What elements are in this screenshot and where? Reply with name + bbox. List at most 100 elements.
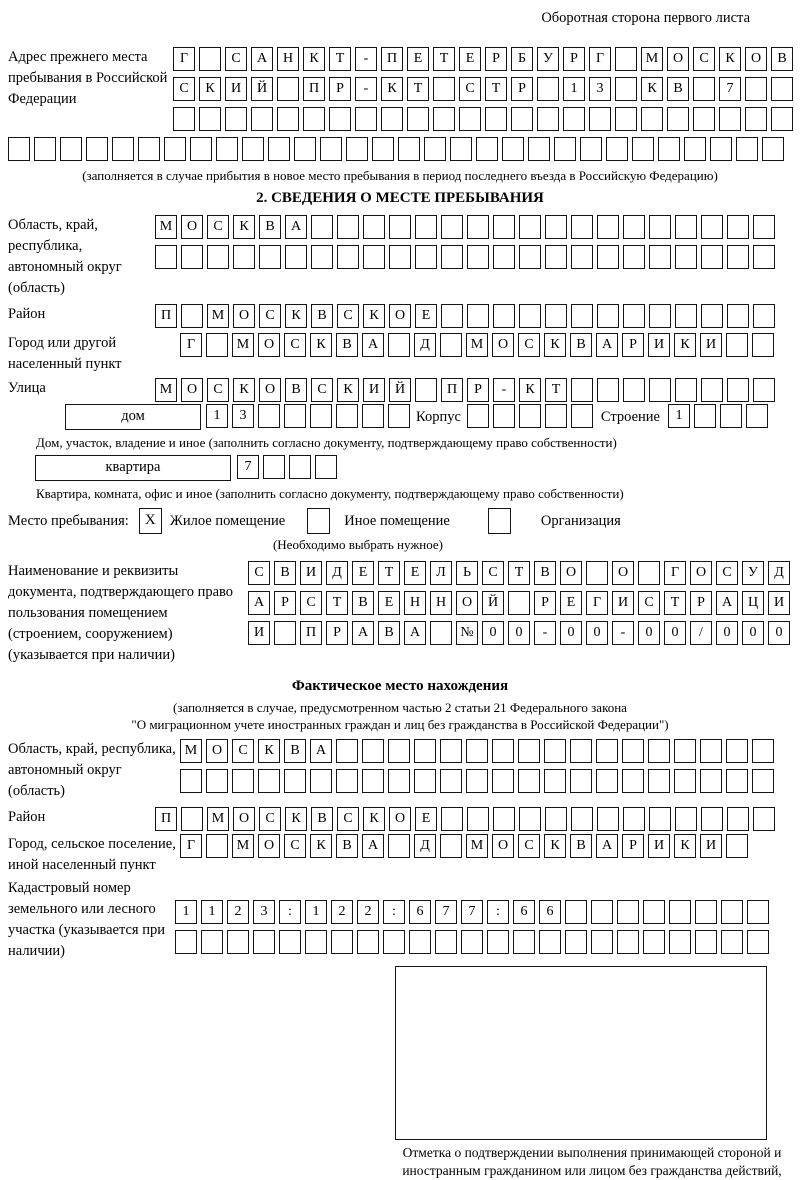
char-cell[interactable] — [320, 137, 342, 161]
char-cell[interactable]: Н — [277, 47, 299, 71]
char-cell[interactable]: М — [466, 333, 488, 357]
char-cell[interactable]: М — [466, 834, 488, 858]
char-cell[interactable]: О — [560, 561, 582, 585]
char-cell[interactable] — [8, 137, 30, 161]
char-cell[interactable] — [693, 404, 716, 428]
char-cell[interactable]: О — [456, 591, 478, 615]
char-cell[interactable]: 0 — [560, 621, 582, 645]
char-cell[interactable] — [649, 245, 671, 269]
char-cell[interactable] — [753, 807, 775, 831]
char-cell[interactable] — [207, 245, 229, 269]
char-cell[interactable] — [336, 739, 358, 763]
char-cell[interactable]: - — [612, 621, 634, 645]
char-cell[interactable] — [596, 739, 618, 763]
char-cell[interactable]: К — [719, 47, 741, 71]
char-cell[interactable]: И — [648, 834, 670, 858]
char-cell[interactable] — [181, 304, 203, 328]
char-cell[interactable]: А — [362, 834, 384, 858]
char-cell[interactable] — [528, 137, 550, 161]
char-cell[interactable] — [372, 137, 394, 161]
char-cell[interactable] — [622, 739, 644, 763]
char-cell[interactable] — [565, 900, 587, 924]
char-cell[interactable] — [648, 769, 670, 793]
char-cell[interactable] — [615, 47, 637, 71]
char-cell[interactable]: О — [389, 304, 411, 328]
char-cell[interactable] — [181, 807, 203, 831]
char-cell[interactable]: К — [641, 77, 663, 101]
char-cell[interactable] — [701, 215, 723, 239]
char-cell[interactable]: 6 — [513, 900, 535, 924]
char-cell[interactable] — [649, 215, 671, 239]
char-cell[interactable] — [727, 378, 749, 402]
char-cell[interactable] — [622, 769, 644, 793]
char-cell[interactable] — [311, 245, 333, 269]
char-cell[interactable] — [753, 304, 775, 328]
char-cell[interactable]: К — [674, 834, 696, 858]
char-cell[interactable]: О — [690, 561, 712, 585]
char-cell[interactable]: К — [303, 47, 325, 71]
char-cell[interactable] — [227, 930, 249, 954]
char-cell[interactable] — [467, 807, 489, 831]
char-cell[interactable] — [571, 245, 593, 269]
char-cell[interactable] — [180, 769, 202, 793]
char-cell[interactable]: О — [492, 333, 514, 357]
char-cell[interactable] — [284, 769, 306, 793]
char-cell[interactable] — [388, 333, 410, 357]
char-cell[interactable] — [675, 215, 697, 239]
char-cell[interactable] — [638, 561, 660, 585]
char-cell[interactable] — [492, 404, 515, 428]
char-cell[interactable] — [752, 333, 774, 357]
char-cell[interactable]: Т — [407, 77, 429, 101]
char-cell[interactable] — [695, 930, 717, 954]
char-cell[interactable] — [726, 739, 748, 763]
char-cell[interactable] — [362, 404, 384, 428]
char-cell[interactable] — [284, 404, 306, 428]
char-cell[interactable]: А — [716, 591, 738, 615]
char-cell[interactable]: Р — [563, 47, 585, 71]
char-cell[interactable]: С — [337, 807, 359, 831]
char-cell[interactable] — [539, 930, 561, 954]
char-cell[interactable]: Р — [622, 834, 644, 858]
char-cell[interactable]: 0 — [742, 621, 764, 645]
char-cell[interactable]: Т — [508, 561, 530, 585]
char-cell[interactable] — [155, 245, 177, 269]
char-cell[interactable]: В — [274, 561, 296, 585]
char-cell[interactable] — [346, 137, 368, 161]
char-cell[interactable] — [649, 378, 671, 402]
char-cell[interactable] — [336, 404, 358, 428]
char-cell[interactable] — [747, 900, 769, 924]
char-cell[interactable]: У — [742, 561, 764, 585]
char-cell[interactable] — [597, 378, 619, 402]
char-cell[interactable]: Й — [251, 77, 273, 101]
char-cell[interactable]: О — [612, 561, 634, 585]
char-cell[interactable] — [727, 304, 749, 328]
char-cell[interactable]: И — [363, 378, 385, 402]
char-cell[interactable] — [138, 137, 160, 161]
char-cell[interactable] — [727, 245, 749, 269]
char-cell[interactable]: Р — [326, 621, 348, 645]
char-cell[interactable] — [277, 107, 299, 131]
char-cell[interactable]: С — [693, 47, 715, 71]
char-cell[interactable] — [440, 739, 462, 763]
char-cell[interactable]: Ь — [456, 561, 478, 585]
char-cell[interactable] — [721, 930, 743, 954]
char-cell[interactable]: Р — [622, 333, 644, 357]
char-cell[interactable] — [571, 378, 593, 402]
char-cell[interactable]: К — [310, 333, 332, 357]
char-cell[interactable] — [363, 245, 385, 269]
char-cell[interactable]: В — [570, 834, 592, 858]
char-cell[interactable]: Г — [589, 47, 611, 71]
char-cell[interactable]: - — [534, 621, 556, 645]
char-cell[interactable] — [440, 769, 462, 793]
char-cell[interactable]: Т — [433, 47, 455, 71]
char-cell[interactable]: М — [155, 378, 177, 402]
char-cell[interactable]: 3 — [232, 404, 254, 428]
char-cell[interactable]: 1 — [667, 404, 690, 428]
char-cell[interactable]: И — [700, 834, 722, 858]
char-cell[interactable]: Р — [534, 591, 556, 615]
char-cell[interactable] — [617, 900, 639, 924]
char-cell[interactable] — [307, 508, 331, 534]
char-cell[interactable]: И — [612, 591, 634, 615]
char-cell[interactable] — [571, 215, 593, 239]
char-cell[interactable]: X — [138, 508, 162, 534]
